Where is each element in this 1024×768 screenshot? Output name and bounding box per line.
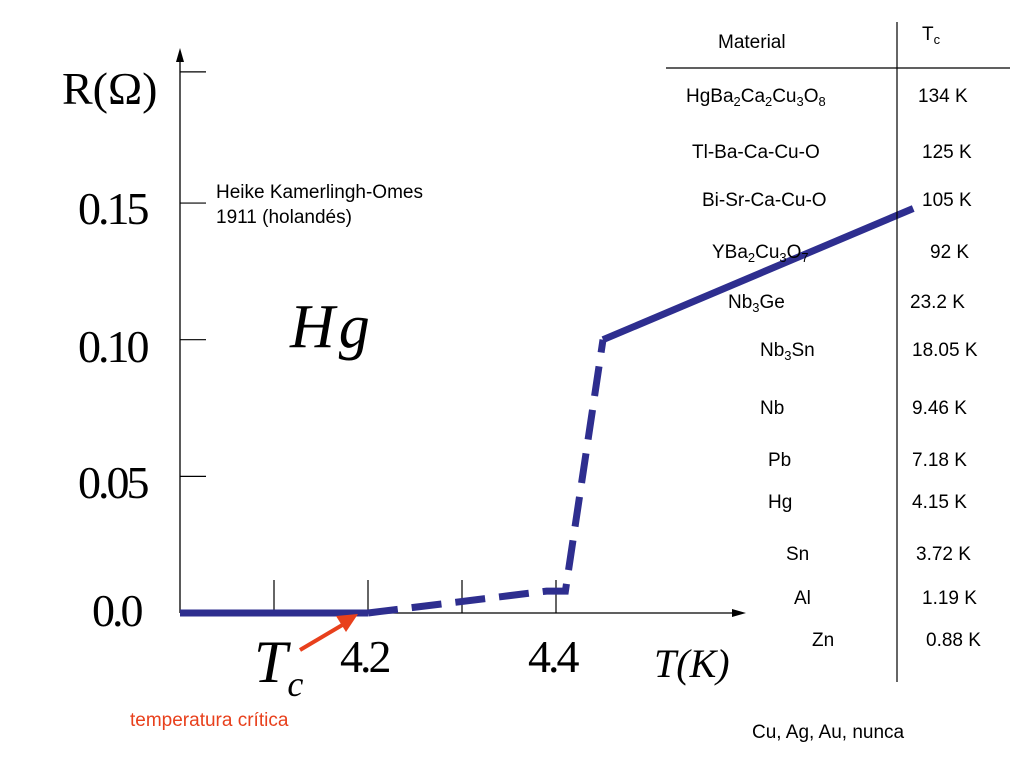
table-cell-material: Nb3Ge — [728, 292, 785, 315]
table-cell-tc: 4.15 K — [912, 492, 967, 513]
table-cell-material: Tl-Ba-Ca-Cu-O — [692, 142, 820, 163]
y-tick-label-0.15: 0.15 — [78, 183, 149, 234]
y-axis-label-text: R(Ω) — [62, 63, 158, 114]
tc-arrow — [298, 614, 358, 652]
curve-segment-solid-2 — [601, 205, 915, 343]
table-cell-material: Al — [794, 588, 811, 609]
table-cell-tc: 9.46 K — [912, 398, 967, 419]
table-cell-material: HgBa2Ca2Cu3O8 — [686, 86, 826, 109]
table-header-tc: Tc — [922, 24, 940, 46]
chart-ticks — [180, 71, 557, 613]
y-tick-label-0.10: 0.10 — [78, 321, 149, 372]
resistance-curve — [180, 205, 915, 617]
table-cell-tc: 92 K — [930, 242, 970, 263]
table-footer: Cu, Ag, Au, nunca — [752, 722, 905, 743]
x-axis-label: T(K) — [654, 641, 730, 686]
table-cell-tc: 0.88 K — [926, 630, 981, 651]
table-cell-tc: 134 K — [918, 86, 968, 107]
table-cell-tc: 105 K — [922, 190, 972, 211]
table-cell-tc: 18.05 K — [912, 340, 978, 361]
table-cell-material: Nb3Sn — [760, 340, 815, 363]
table-header-tc-subscript: c — [933, 31, 941, 47]
tc-arrow-shaft — [298, 622, 346, 652]
tc-caption: temperatura crítica — [130, 710, 289, 731]
discovery-note-line2: 1911 (holandés) — [216, 207, 352, 228]
curve-label-hg: Hg — [290, 293, 374, 361]
curve-segment-dashed-1 — [367, 339, 607, 617]
y-tick-label-0.0: 0.0 — [92, 585, 143, 636]
y-axis-label: R(Ω) — [62, 62, 158, 115]
tc-symbol-letter: T — [254, 629, 288, 695]
table-header-material: Material — [718, 32, 786, 53]
tc-arrow-head — [336, 614, 358, 632]
table-header-tc-letter: T — [922, 24, 934, 45]
table-cell-material: Sn — [786, 544, 810, 565]
table-cell-material: Zn — [812, 630, 835, 651]
y-tick-label-0.05: 0.05 — [78, 457, 149, 508]
table-cell-material: Hg — [768, 492, 793, 513]
discovery-note-line1: Heike Kamerlingh-Omes — [216, 182, 423, 203]
table-cell-material: Nb — [760, 398, 785, 419]
table-cell-tc: 7.18 K — [912, 450, 967, 471]
x-axis-arrowhead — [732, 609, 746, 617]
table-cell-tc: 125 K — [922, 142, 972, 163]
table-cell-tc: 23.2 K — [910, 292, 965, 313]
y-axis-arrowhead — [176, 48, 184, 62]
table-cell-material: YBa2Cu3O7 — [712, 242, 809, 265]
tc-symbol-subscript: c — [287, 664, 304, 704]
tc-symbol: Tc — [254, 628, 303, 704]
table-cell-tc: 1.19 K — [922, 588, 977, 609]
table-cell-material: Pb — [768, 450, 792, 471]
table-cell-material: Bi-Sr-Ca-Cu-O — [702, 190, 827, 211]
x-tick-label-4.2: 4.2 — [340, 631, 391, 682]
discovery-note: Heike Kamerlingh-Omes 1911 (holandés) — [216, 180, 423, 230]
table-cell-tc: 3.72 K — [916, 544, 971, 565]
x-tick-label-4.4: 4.4 — [528, 631, 579, 682]
